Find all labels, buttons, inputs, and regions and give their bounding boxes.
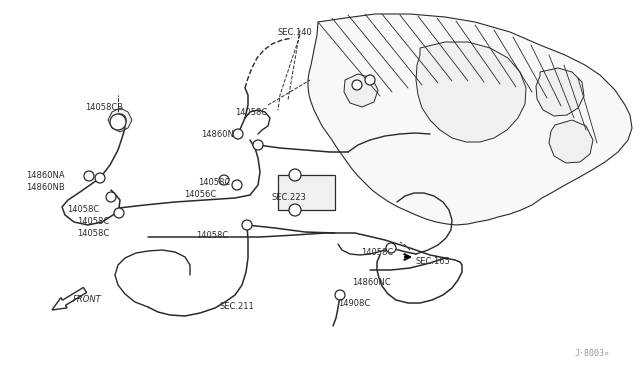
Text: 14056C: 14056C — [184, 190, 216, 199]
Text: 14058C: 14058C — [196, 231, 228, 240]
Circle shape — [335, 290, 345, 300]
Circle shape — [289, 169, 301, 181]
Polygon shape — [416, 42, 526, 142]
Text: 14908C: 14908C — [338, 299, 371, 308]
Polygon shape — [536, 68, 584, 116]
Text: SEC.223: SEC.223 — [271, 193, 306, 202]
Text: 14860NA: 14860NA — [26, 171, 65, 180]
Circle shape — [110, 114, 126, 130]
Polygon shape — [344, 74, 378, 107]
Text: 14860N: 14860N — [201, 130, 234, 139]
Text: 14058C: 14058C — [67, 205, 99, 214]
Text: 14058C: 14058C — [77, 229, 109, 238]
Text: 14860NC: 14860NC — [352, 278, 391, 287]
Circle shape — [253, 140, 263, 150]
Circle shape — [386, 243, 396, 253]
Text: J·8003»: J·8003» — [575, 349, 610, 358]
Circle shape — [233, 129, 243, 139]
Bar — [278, 175, 335, 210]
Polygon shape — [108, 108, 132, 132]
Polygon shape — [549, 120, 593, 163]
Circle shape — [352, 80, 362, 90]
Circle shape — [114, 114, 126, 126]
Text: 14058C: 14058C — [198, 178, 230, 187]
Text: 14058C: 14058C — [235, 108, 268, 117]
Text: SEC.165: SEC.165 — [416, 257, 451, 266]
Circle shape — [219, 175, 229, 185]
Text: SEC.140: SEC.140 — [278, 28, 313, 37]
Circle shape — [117, 117, 123, 123]
Circle shape — [365, 75, 375, 85]
Text: FRONT: FRONT — [73, 295, 102, 304]
Circle shape — [95, 173, 105, 183]
Text: 14058C: 14058C — [361, 248, 393, 257]
Circle shape — [114, 208, 124, 218]
Text: SEC.211: SEC.211 — [220, 302, 255, 311]
Circle shape — [84, 171, 94, 181]
Text: 14058CB: 14058CB — [85, 103, 123, 112]
Polygon shape — [308, 14, 632, 225]
Text: 14058C: 14058C — [77, 217, 109, 226]
Circle shape — [242, 220, 252, 230]
Circle shape — [106, 192, 116, 202]
Text: 14860NB: 14860NB — [26, 183, 65, 192]
Circle shape — [232, 180, 242, 190]
Circle shape — [289, 204, 301, 216]
